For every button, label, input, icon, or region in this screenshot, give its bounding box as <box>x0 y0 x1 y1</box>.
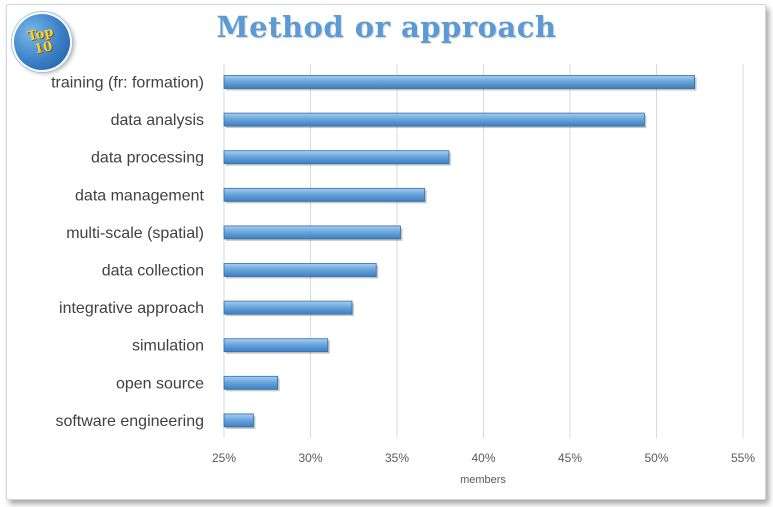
category-label: training (fr: formation) <box>51 75 204 92</box>
x-tick-label: 45% <box>558 451 582 465</box>
x-tick-label: 25% <box>212 451 236 465</box>
category-label: multi-scale (spatial) <box>66 225 204 242</box>
x-tick-label: 40% <box>471 451 495 465</box>
category-label: data collection <box>102 263 204 280</box>
chart-title: Method or approach <box>216 10 557 44</box>
category-label: software engineering <box>55 413 204 430</box>
category-label: integrative approach <box>59 300 204 317</box>
bar <box>223 300 353 315</box>
bar <box>223 187 426 202</box>
bar <box>223 375 279 390</box>
x-axis-title: members <box>460 474 506 486</box>
bar <box>223 263 377 277</box>
bar <box>223 112 645 127</box>
x-tick-label: 55% <box>731 451 755 465</box>
bar <box>223 225 401 240</box>
bar <box>223 150 450 165</box>
x-tick-label: 35% <box>385 451 409 465</box>
bar <box>223 338 329 353</box>
x-tick-label: 50% <box>644 451 668 465</box>
x-tick-label: 30% <box>298 451 322 465</box>
category-label: data management <box>75 187 205 204</box>
category-label: data processing <box>91 150 204 167</box>
x-tick-labels: 25% 30% 35% 40% 45% 50% 55% <box>212 451 755 465</box>
category-labels: training (fr: formation) data analysis dat… <box>51 75 204 430</box>
category-label: open source <box>116 375 204 392</box>
category-label: data analysis <box>111 112 204 129</box>
bar <box>223 413 254 428</box>
category-label: simulation <box>132 338 204 355</box>
bars <box>223 75 697 429</box>
bar <box>223 75 695 89</box>
